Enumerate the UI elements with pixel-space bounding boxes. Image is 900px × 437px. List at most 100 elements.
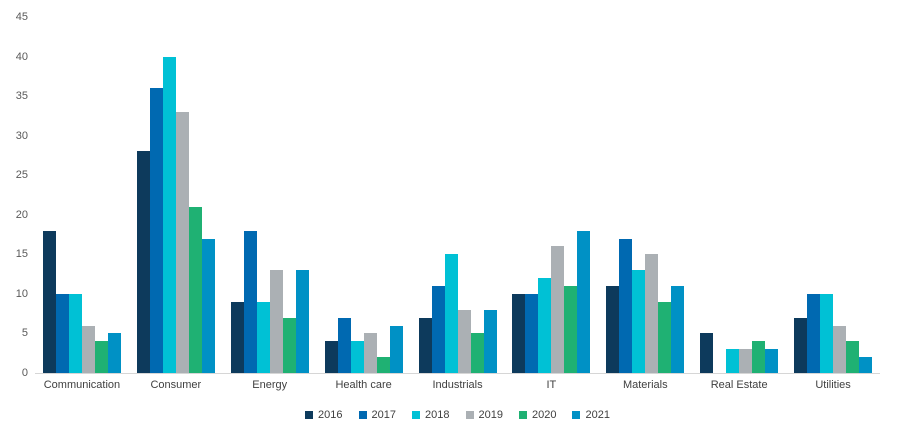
bar-2020 bbox=[188, 207, 202, 373]
bar-2021 bbox=[295, 270, 309, 373]
bar-2018 bbox=[726, 349, 740, 373]
bar-2018 bbox=[820, 294, 834, 373]
bar-2018 bbox=[350, 341, 364, 373]
x-axis-label: Communication bbox=[43, 379, 121, 391]
x-axis-label: Materials bbox=[622, 379, 668, 391]
legend-swatch-icon bbox=[465, 411, 474, 419]
bar-2020 bbox=[752, 341, 766, 373]
bar-2020 bbox=[282, 318, 296, 373]
legend: 2016 2017 2018 2019 2020 2021 bbox=[35, 409, 880, 421]
bar-2017 bbox=[525, 294, 539, 373]
legend-label: 2019 bbox=[478, 409, 503, 421]
bar-2019 bbox=[81, 326, 95, 373]
bar-2019 bbox=[269, 270, 283, 373]
bar-2016 bbox=[794, 318, 808, 373]
bar-2017 bbox=[243, 231, 257, 373]
legend-label: 2021 bbox=[585, 409, 610, 421]
legend-swatch-icon bbox=[358, 411, 367, 419]
plot-area bbox=[35, 17, 880, 374]
legend-label: 2020 bbox=[531, 409, 557, 421]
bar-2016 bbox=[42, 231, 56, 373]
bar-2017 bbox=[431, 286, 445, 373]
bar-2020 bbox=[376, 357, 390, 373]
bar-2016 bbox=[136, 151, 150, 373]
bar-2019 bbox=[739, 349, 753, 373]
bar-2019 bbox=[645, 254, 659, 373]
bar-2019 bbox=[175, 112, 189, 373]
y-axis-tick-label: 0 bbox=[21, 367, 28, 379]
bar-2019 bbox=[457, 310, 471, 373]
bar-2021 bbox=[389, 326, 403, 373]
y-axis: 45 40 35 30 25 20 15 10 5 0 bbox=[0, 0, 28, 437]
bar-2020 bbox=[564, 286, 578, 373]
x-axis-label: Consumer bbox=[150, 379, 202, 391]
bar-2019 bbox=[551, 246, 565, 373]
x-axis-label: Health care bbox=[335, 379, 392, 391]
bar-group-it bbox=[504, 17, 598, 373]
bar-group-communication bbox=[35, 17, 129, 373]
y-axis-tick-label: 35 bbox=[15, 90, 28, 103]
bar-2018 bbox=[256, 302, 270, 373]
legend-swatch-icon bbox=[412, 411, 421, 419]
legend-item-2018: 2018 bbox=[412, 409, 450, 421]
x-axis: Communication Consumer Energy Health care In… bbox=[35, 379, 880, 391]
bar-2017 bbox=[337, 318, 351, 373]
bar-group-materials bbox=[598, 17, 692, 373]
legend-label: 2018 bbox=[425, 409, 450, 421]
bar-2019 bbox=[363, 333, 377, 373]
x-axis-label: Utilities bbox=[815, 379, 851, 391]
bar-group-energy bbox=[223, 17, 317, 373]
bar-2018 bbox=[538, 278, 552, 373]
bar-2017 bbox=[807, 294, 821, 373]
y-axis-tick-label: 10 bbox=[15, 287, 28, 300]
x-axis-label: IT bbox=[546, 379, 557, 391]
bar-2021 bbox=[201, 239, 215, 373]
legend-swatch-icon bbox=[305, 411, 314, 419]
bar-2020 bbox=[470, 333, 484, 373]
bar-group-health-care bbox=[317, 17, 411, 373]
bar-group-real-estate bbox=[692, 17, 786, 373]
bar-2021 bbox=[107, 333, 121, 373]
bar-2016 bbox=[512, 294, 526, 373]
y-axis-tick-label: 40 bbox=[15, 50, 28, 63]
bar-2017 bbox=[55, 294, 69, 373]
y-axis-tick-label: 45 bbox=[15, 11, 28, 23]
bar-2017 bbox=[149, 88, 163, 373]
bar-2016 bbox=[606, 286, 620, 373]
legend-item-2017: 2017 bbox=[358, 409, 396, 421]
bar-2018 bbox=[162, 57, 176, 373]
legend-item-2019: 2019 bbox=[465, 409, 503, 421]
legend-swatch-icon bbox=[518, 411, 527, 419]
legend-item-2016: 2016 bbox=[305, 409, 343, 421]
legend-item-2021: 2021 bbox=[572, 409, 610, 421]
bar-2020 bbox=[658, 302, 672, 373]
bar-2018 bbox=[632, 270, 646, 373]
bar-2016 bbox=[700, 333, 714, 373]
legend-swatch-icon bbox=[572, 411, 581, 419]
bar-2016 bbox=[418, 318, 432, 373]
bar-2021 bbox=[483, 310, 497, 373]
bar-2020 bbox=[94, 341, 108, 373]
bar-2017 bbox=[619, 239, 633, 373]
y-axis-tick-label: 20 bbox=[15, 208, 28, 221]
legend-item-2020: 2020 bbox=[518, 409, 557, 421]
bar-2021 bbox=[577, 231, 591, 373]
bar-group-consumer bbox=[129, 17, 223, 373]
bar-2018 bbox=[68, 294, 82, 373]
bar-2019 bbox=[833, 326, 847, 373]
x-axis-label: Industrials bbox=[432, 379, 483, 391]
bar-2018 bbox=[444, 254, 458, 373]
bar-2021 bbox=[765, 349, 779, 373]
x-axis-label: Energy bbox=[252, 379, 288, 391]
bar-2021 bbox=[859, 357, 873, 373]
y-axis-tick-label: 5 bbox=[21, 327, 28, 340]
y-axis-tick-label: 30 bbox=[15, 129, 28, 142]
x-axis-label: Real Estate bbox=[710, 379, 768, 391]
bar-2020 bbox=[846, 341, 860, 373]
bar-2016 bbox=[324, 341, 338, 373]
bar-group-utilities bbox=[786, 17, 880, 373]
bar-group-industrials bbox=[411, 17, 505, 373]
bar-2016 bbox=[230, 302, 244, 373]
legend-label: 2016 bbox=[318, 409, 343, 421]
y-axis-tick-label: 15 bbox=[15, 248, 28, 261]
